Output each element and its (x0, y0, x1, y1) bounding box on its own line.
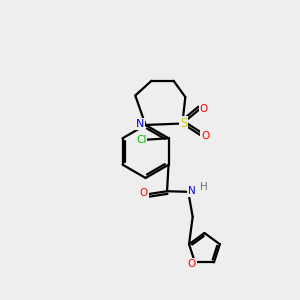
Text: S: S (180, 117, 188, 130)
Text: O: O (201, 131, 209, 141)
Text: O: O (140, 188, 148, 198)
Text: N: N (188, 186, 196, 196)
Text: O: O (188, 259, 196, 269)
Text: O: O (200, 104, 208, 114)
Text: N: N (136, 119, 145, 129)
Text: H: H (200, 182, 207, 192)
Text: Cl: Cl (136, 135, 146, 145)
